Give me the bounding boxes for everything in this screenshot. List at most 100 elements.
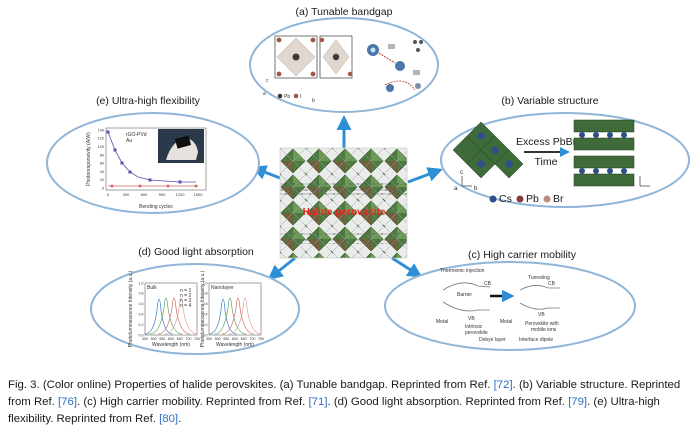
panel-c-band-left — [442, 282, 491, 291]
panel-d-xtick: 700 — [185, 337, 191, 341]
panel-c-ellipse — [384, 261, 636, 351]
panel-b-excess-label: Excess PbBr2 — [516, 136, 580, 149]
panel-b-left-structure — [452, 121, 524, 179]
panel-e-xtick: 300 — [123, 192, 130, 197]
panel-d-xtick: 500 — [215, 337, 221, 341]
panel-e-ytick: 0 — [102, 186, 104, 190]
panel-c-metal-right: Metal — [500, 319, 512, 325]
panel-b-axis-b: b — [474, 186, 478, 192]
panel-d-ytick: 0.2 — [139, 323, 144, 327]
panel-e-chart: rGO-PVd Au Bending cycles Photoresponsiv… — [86, 127, 207, 210]
panel-d-xtick: 450 — [142, 337, 148, 341]
panel-c-band-right — [519, 285, 560, 291]
figure-caption: Fig. 3. (Color online) Properties of hal… — [8, 377, 690, 428]
panel-d-xtick: 550 — [159, 337, 165, 341]
panel-d-ytick: 0.2 — [203, 323, 208, 327]
panel-d-ylabel-bulk: Photoluminescence Intensity (a.u.) — [128, 270, 134, 347]
panel-a-axis-c: c — [266, 78, 269, 84]
panel-b-legend: Cs Pb Br — [489, 193, 564, 205]
arrow-to-b — [407, 167, 443, 184]
panel-d-bulk-peak-4 — [164, 297, 198, 335]
caption-ref-a[interactable]: [72] — [493, 379, 513, 391]
panel-d-xtick: 650 — [241, 337, 247, 341]
panel-d-bulk-plot-area — [144, 282, 198, 336]
caption-ref-d[interactable]: [79] — [568, 396, 588, 408]
panel-c-debye: Debye layer — [479, 337, 506, 343]
panel-d-nano-peak-1 — [208, 298, 238, 335]
panel-d-xtick: 500 — [151, 337, 157, 341]
caption-ref-e[interactable]: [80] — [159, 413, 179, 425]
panel-c-band-right-vb — [519, 302, 560, 310]
caption-ref-b[interactable]: [76] — [58, 396, 78, 408]
panel-d-nano-peak-3 — [221, 297, 255, 335]
panel-a: (a) Tunable bandgap Pb I c a b — [249, 6, 439, 113]
panel-c-metal-left: Metal — [436, 319, 448, 325]
panel-e-ytick: 120 — [98, 137, 104, 141]
panel-d-xtick: 450 — [206, 337, 212, 341]
panel-d-legend-4: n = 4 — [180, 303, 191, 309]
panel-d-ytick: 0.6 — [203, 302, 208, 306]
panel-d-xtick: 750 — [194, 337, 200, 341]
panel-d: (d) Good light absorption Bulk n = 1 n =… — [90, 246, 300, 355]
panel-e-ytick: 100 — [98, 145, 104, 149]
panel-a-molecules — [367, 40, 423, 92]
panel-d-ytick: 0.8 — [139, 292, 144, 296]
panel-d-nanolayer-label: Nanolayer — [211, 285, 234, 291]
caption-ref-c[interactable]: [71] — [308, 396, 328, 408]
figure-diagram: Halide perovskite (a) Tunable bandgap Pb… — [46, 6, 690, 355]
panel-e-xtick: 1200 — [176, 192, 186, 197]
panel-d-chart-bulk: Bulk n = 1 n = 2 n = 3 n = 4 Wavelength … — [128, 270, 198, 348]
panel-c-thermionic: Thermionic injection — [440, 268, 485, 274]
panel-a-legend-i: I — [300, 94, 301, 100]
panel-e-xtick: 0 — [107, 192, 110, 197]
panel-d-ytick: 0.0 — [139, 333, 144, 337]
panel-e-ytick: 140 — [98, 128, 104, 132]
panel-a-axis-b: b — [312, 98, 315, 104]
panel-e-title: (e) Ultra-high flexibility — [96, 95, 201, 107]
panel-d-ytick: 1.0 — [139, 281, 144, 285]
panel-e-series-rgo — [107, 131, 196, 183]
panel-d-xtick: 550 — [223, 337, 229, 341]
panel-b-time-label: Time — [535, 156, 558, 168]
panel-d-title: (d) Good light absorption — [138, 246, 254, 258]
panel-c-band-left-vb — [442, 301, 490, 312]
panel-d-legend-1: n = 1 — [180, 288, 191, 294]
panel-c-tunneling: Tunneling — [528, 275, 550, 281]
arrow-to-d — [267, 256, 296, 280]
panel-d-xtick: 750 — [258, 337, 264, 341]
panel-b-legend-pb: Pb — [526, 193, 539, 205]
panel-b-axis-a: a — [454, 186, 458, 192]
panel-d-ytick: 0.6 — [139, 302, 144, 306]
panel-e-plot-area — [105, 127, 207, 191]
panel-e-xtick: 1500 — [194, 192, 204, 197]
panel-e-ylabel: Photoresponsivity (A/W) — [86, 132, 92, 186]
arrow-to-c — [391, 256, 423, 278]
panel-d-xtick: 650 — [177, 337, 183, 341]
panel-d-ylabel-nano: Photoluminescence Intensity (a.u.) — [200, 270, 206, 347]
panel-c-cb-right: CB — [548, 281, 556, 287]
panel-d-xlabel-bulk: Wavelength (nm) — [152, 342, 190, 348]
panel-c-mobile-ions-2: mobile ions — [531, 327, 557, 333]
panel-c-vb-left: VB — [468, 316, 475, 322]
panel-a-title: (a) Tunable bandgap — [296, 6, 393, 18]
connector-arrows — [251, 115, 443, 280]
panel-d-ytick: 0.0 — [203, 333, 208, 337]
panel-a-legend: Pb I c a b — [263, 78, 315, 104]
panel-e-legend-rgo: rGO-PVd — [126, 132, 147, 138]
panel-c-interface: Interface dipole — [519, 337, 553, 343]
panel-e: (e) Ultra-high flexibility rGO-PVd Au — [46, 95, 260, 214]
panel-e-ytick: 40 — [100, 170, 104, 174]
panel-e-xtick: 600 — [141, 192, 148, 197]
panel-c-mobile-ions: Perovskite with — [525, 321, 559, 327]
caption-lead: Fig. 3. (Color online) Properties of hal… — [8, 379, 494, 391]
panel-e-ytick: 20 — [100, 178, 104, 182]
panel-d-xtick: 600 — [232, 337, 238, 341]
panel-e-ytick: 80 — [100, 153, 104, 157]
panel-c-intrinsic-2: perovskite — [465, 330, 488, 336]
panel-e-xtick: 900 — [159, 192, 166, 197]
panel-d-ellipse — [90, 263, 300, 355]
panel-d-xlabel-nano: Wavelength (nm) — [216, 342, 254, 348]
panel-d-xtick: 700 — [249, 337, 255, 341]
panel-d-chart-nanolayer: Nanolayer Wavelength (nm) Photoluminesce… — [200, 270, 262, 348]
panel-a-legend-pb: Pb — [284, 94, 290, 100]
